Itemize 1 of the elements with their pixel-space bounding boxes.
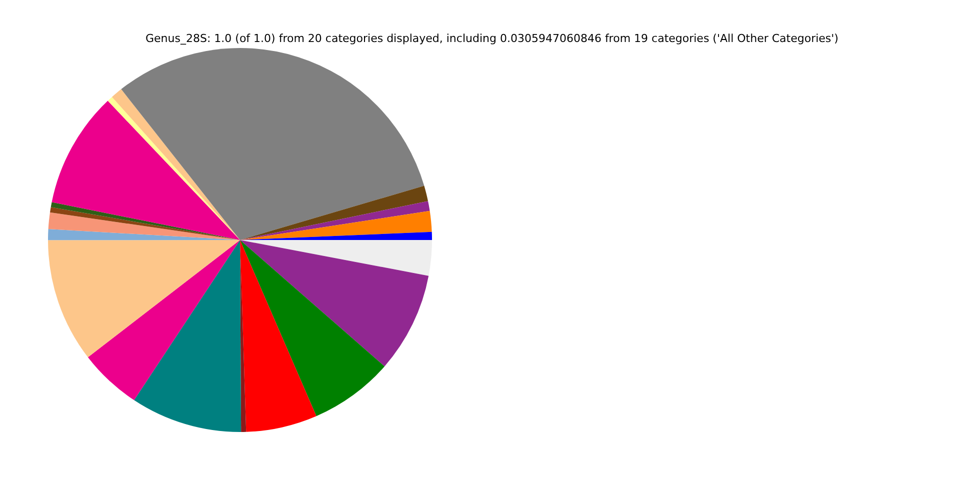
text: Genus_28S: 1.0 (of 1.0) from 20 categories displayed, including 0.0305947060846 from 19 categories ('All Other Categories') bbox=[144, 32, 840, 45]
